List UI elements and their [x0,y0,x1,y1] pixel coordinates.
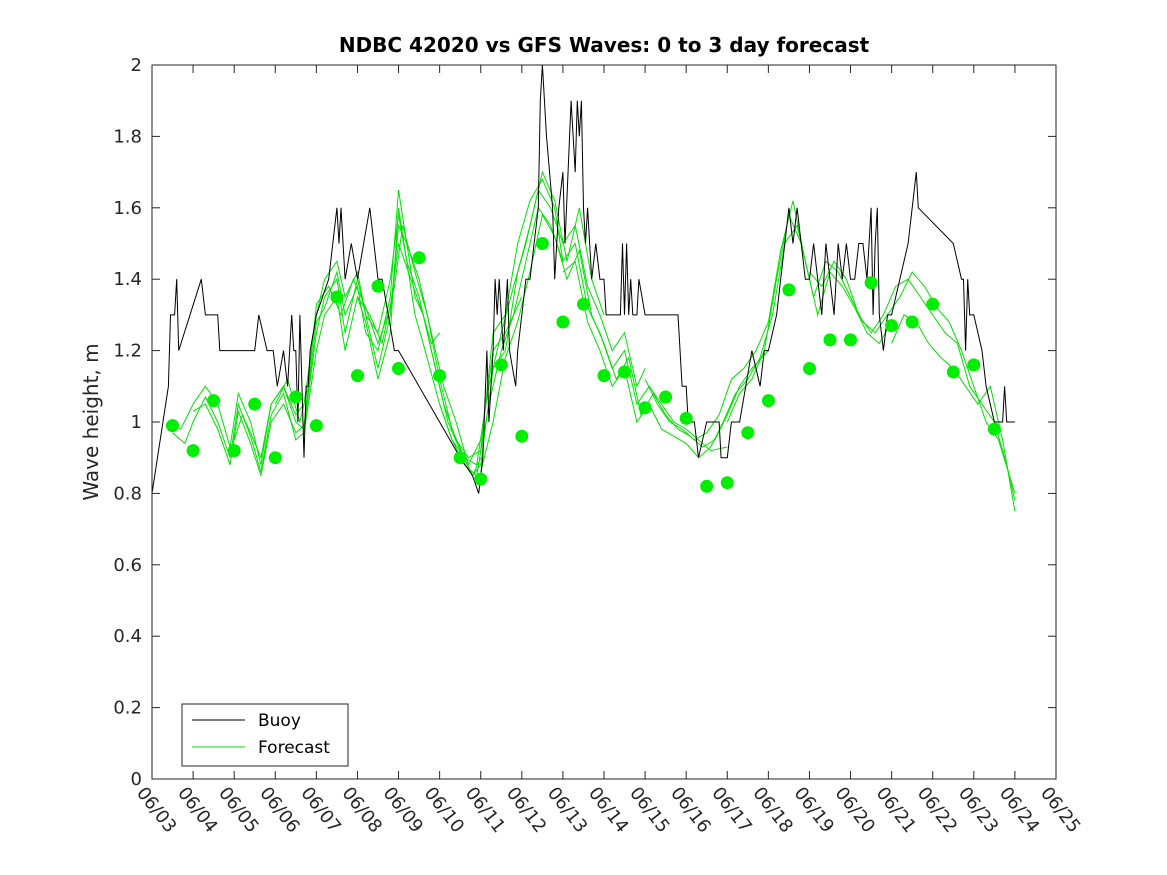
chart-title: NDBC 42020 vs GFS Waves: 0 to 3 day fore… [339,33,870,57]
forecast-marker-33 [844,333,857,347]
forecast-marker-10 [371,279,385,293]
forecast-marker-14 [453,451,467,465]
forecast-marker-3 [227,444,241,458]
legend-box [181,703,349,767]
forecast-marker-28 [741,426,755,440]
y-tick-label-0: 0 [131,769,142,790]
forecast-line-10 [726,213,1016,494]
forecast-marker-26 [700,479,714,493]
legend-buoy-label: Buoy [258,711,301,731]
forecast-line-9 [644,200,893,441]
forecast-marker-24 [659,390,673,404]
forecast-marker-35 [885,319,899,333]
y-tick-label-7: 1.4 [113,269,142,290]
forecast-marker-4 [248,397,262,411]
forecast-marker-36 [905,315,919,329]
y-tick-label-5: 1 [131,412,142,433]
forecast-marker-5 [268,451,282,465]
forecast-marker-11 [392,362,405,375]
forecast-marker-1 [186,444,200,458]
forecast-marker-29 [761,394,775,408]
forecast-marker-39 [967,358,981,372]
y-tick-label-6: 1.2 [113,341,142,362]
forecast-marker-38 [946,365,960,379]
forecast-marker-34 [864,276,878,290]
forecast-marker-17 [515,429,529,443]
y-tick-label-2: 0.4 [113,626,142,647]
series-layer [151,64,1016,512]
forecast-marker-20 [577,297,590,311]
forecast-line-6 [439,206,728,477]
y-tick-label-4: 0.8 [113,483,142,504]
y-tick-label-8: 1.6 [113,198,142,219]
legend: Buoy Forecast [181,703,349,767]
y-tick-label-10: 2 [131,55,142,76]
forecast-marker-13 [433,369,447,383]
forecast-marker-27 [720,476,734,490]
forecast-marker-15 [474,472,488,486]
forecast-marker-22 [618,365,631,379]
y-tick-label-1: 0.2 [113,698,142,719]
forecast-marker-0 [166,419,179,433]
buoy-line [151,64,1015,494]
forecast-marker-8 [330,290,344,304]
forecast-line-2 [192,189,523,476]
forecast-marker-37 [926,297,940,311]
forecast-marker-19 [556,315,570,329]
forecast-marker-30 [782,283,796,297]
forecast-marker-23 [638,401,652,415]
forecast-marker-7 [309,419,323,433]
forecast-marker-6 [289,390,303,404]
y-axis-label: Wave height, m [79,343,103,500]
forecast-line-0 [168,223,440,465]
y-tick-label-3: 0.6 [113,555,142,576]
plot-area [152,65,1056,779]
forecast-marker-31 [803,362,816,375]
forecast-marker-9 [351,369,364,383]
y-tick-label-9: 1.8 [113,126,142,147]
forecast-marker-21 [597,369,611,383]
forecast-marker-25 [679,411,693,425]
forecast-marker-18 [535,237,549,250]
forecast-line-11 [809,260,1016,501]
forecast-marker-16 [494,358,508,372]
forecast-marker-40 [987,422,1001,436]
forecast-marker-12 [412,251,426,265]
legend-forecast-label: Forecast [258,738,330,758]
forecast-line-5 [357,188,646,466]
forecast-marker-2 [207,394,221,408]
forecast-marker-32 [823,333,837,347]
